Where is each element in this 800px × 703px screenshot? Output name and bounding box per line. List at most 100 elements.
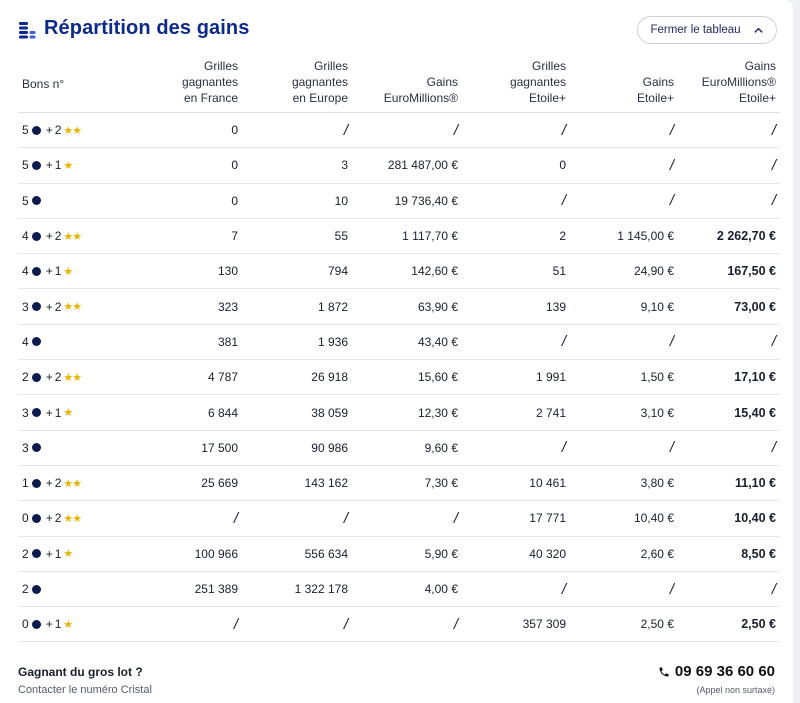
gains-em-cell: 281 487,00 € [352, 147, 462, 184]
europe-cell: 143 162 [242, 465, 352, 502]
star-icon: ★★ [63, 477, 82, 490]
table-row: 5 + 2 ★★ 0// / / / [18, 112, 780, 149]
europe-cell: / [242, 606, 352, 643]
footer-subtitle: Contacter le numéro Cristal [18, 684, 152, 696]
combination-cell: 3 [18, 430, 102, 466]
combination: 4 + 2 ★★ [22, 229, 82, 244]
europe-cell: 556 634 [242, 536, 352, 572]
etoile-grids-cell: / [462, 112, 570, 149]
ball-icon [31, 549, 41, 559]
gains-total-cell: / [678, 112, 780, 149]
plus-sign: + [45, 617, 53, 632]
combination-cell: 3 + 1 ★ [18, 394, 102, 431]
star-icon: ★ [63, 159, 73, 172]
table-row: 2 + 1 ★ 100 966 556 634 5,90 €40 320 2,60 €8,… [18, 536, 780, 572]
combination: 3 [22, 441, 44, 455]
europe-cell: 1 936 [242, 324, 352, 361]
gains-em-cell: 9,60 € [352, 430, 462, 466]
ball-icon [31, 302, 41, 312]
combination-cell: 3 + 2 ★★ [18, 288, 102, 325]
table-header-row: Bons n° Grilles gagnantes en France Grilles g… [18, 58, 780, 113]
gains-em-cell: 142,60 € [352, 253, 462, 290]
balls-count: 0 [22, 617, 29, 632]
france-cell: 7 [102, 218, 242, 255]
column-header: Grilles gagnantes Etoile+ [462, 58, 570, 113]
combination-cell: 1 + 2 ★★ [18, 465, 102, 502]
column-header: Bons n° [18, 58, 102, 113]
plus-sign: + [45, 370, 53, 385]
etoile-grids-cell: 0 [462, 147, 570, 184]
france-cell: 130 [102, 253, 242, 290]
gains-em-cell: 5,90 € [352, 536, 462, 572]
plus-sign: + [45, 476, 53, 491]
gains-em-cell: / [352, 500, 462, 537]
gains-etoile-cell: 2,60 € [570, 536, 678, 572]
gains-etoile-cell: / [570, 183, 678, 219]
ball-icon [31, 337, 41, 347]
column-header: Gains Etoile+ [570, 58, 678, 113]
ball-icon [31, 408, 41, 418]
gains-em-cell: 43,40 € [352, 324, 462, 361]
combination-cell: 5 + 2 ★★ [18, 112, 102, 149]
close-table-button[interactable]: Fermer le tableau [637, 16, 777, 44]
stars-count: 2 [54, 511, 62, 526]
column-header: Gains EuroMillions® [352, 58, 462, 113]
phone-icon [659, 667, 669, 676]
plus-sign: + [45, 405, 53, 420]
europe-cell: 38 059 [242, 394, 352, 431]
combination-cell: 4 [18, 324, 102, 361]
gains-etoile-cell: / [570, 324, 678, 361]
gains-em-cell: / [352, 606, 462, 643]
table-row: 3 + 1 ★ 6 844 38 059 12,30 €2 741 3,10 €15,40… [18, 394, 780, 431]
ball-icon [31, 513, 41, 523]
ball-icon [31, 372, 41, 382]
gains-etoile-cell: / [570, 430, 678, 466]
star-icon: ★★ [63, 230, 82, 243]
gains-etoile-cell: 3,10 € [570, 394, 678, 431]
star-icon: ★★ [63, 301, 82, 314]
europe-cell: 1 322 178 [242, 571, 352, 608]
combination: 4 [22, 335, 44, 349]
phone-note: (Appel non surtaxé) [696, 685, 775, 695]
france-cell: 323 [102, 288, 242, 325]
plus-sign: + [45, 158, 53, 173]
plus-sign: + [45, 123, 53, 138]
stars-count: 2 [54, 229, 62, 244]
gains-em-cell: 12,30 € [352, 394, 462, 431]
star-icon: ★ [63, 548, 73, 561]
gains-total-cell: 2,50 € [678, 606, 780, 643]
france-cell: 100 966 [102, 536, 242, 572]
france-cell: 4 787 [102, 359, 242, 396]
gains-total-cell: 10,40 € [678, 500, 780, 537]
balls-count: 4 [22, 229, 29, 244]
etoile-grids-cell: / [462, 571, 570, 608]
balls-count: 5 [22, 123, 29, 138]
balls-count: 3 [22, 440, 29, 455]
plus-sign: + [45, 546, 53, 561]
balls-count: 2 [22, 582, 29, 596]
gains-total-cell: / [678, 183, 780, 219]
phone-number-link[interactable]: 09 69 36 60 60 [658, 663, 775, 680]
balls-count: 4 [22, 334, 29, 349]
ball-icon [31, 196, 41, 206]
table-row: 3 + 2 ★★ 323 1 872 63,90 €139 9,10 €73,00 € [18, 288, 780, 325]
ball-icon [31, 478, 41, 488]
combination: 0 + 1 ★ [22, 617, 73, 632]
star-icon: ★ [63, 265, 73, 278]
france-cell: 17 500 [102, 430, 242, 466]
table-row: 0 + 2 ★★ / //17 771 10,40 €10,40 € [18, 500, 780, 537]
table-row: 2 251 389 1 322 178 4,00 € / / / [18, 571, 780, 608]
table-row: 3 17 500 90 986 9,60 € / / / [18, 430, 780, 466]
plus-sign: + [45, 299, 53, 314]
balls-count: 2 [22, 370, 29, 385]
gains-em-cell: 1 117,70 € [352, 218, 462, 255]
ball-icon [31, 125, 41, 135]
gains-total-cell: / [678, 571, 780, 608]
etoile-grids-cell: / [462, 183, 570, 219]
gains-total-cell: 15,40 € [678, 394, 780, 431]
table-row: 2 + 2 ★★ 4 787 26 918 15,60 €1 991 1,50 €17,1… [18, 359, 780, 396]
gains-etoile-cell: 9,10 € [570, 288, 678, 325]
stars-count: 2 [54, 476, 62, 491]
close-table-label: Fermer le tableau [650, 24, 741, 36]
